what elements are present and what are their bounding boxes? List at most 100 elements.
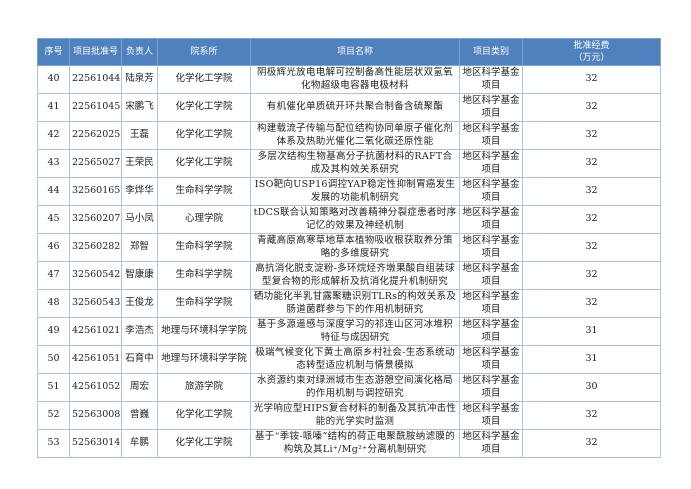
header-fee-line1: 批准经费 [573, 40, 610, 51]
cell-dept: 地理与环境科学学院 [157, 317, 251, 346]
table-row: 49 42561021 李浩杰 地理与环境科学学院 基于多源遥感与深度学习的祁连山区河冰… [37, 317, 661, 346]
cell-id: 32560542 [69, 261, 122, 290]
cell-type: 地区科学基金项目 [459, 233, 523, 262]
header-name: 项目名称 [250, 38, 460, 66]
header-type: 项目类别 [459, 38, 523, 66]
cell-pi: 石育中 [121, 345, 158, 374]
cell-no: 43 [37, 149, 70, 178]
cell-pi: 王俊龙 [121, 289, 158, 318]
cell-dept: 化学化工学院 [157, 149, 251, 178]
header-fee: 批准经费 （万元） [522, 38, 661, 66]
cell-type: 地区科学基金项目 [459, 373, 523, 402]
cell-no: 48 [37, 289, 70, 318]
cell-id: 32560165 [69, 177, 122, 206]
cell-fee: 31 [522, 345, 661, 374]
cell-no: 49 [37, 317, 70, 346]
cell-pi: 李浩杰 [121, 317, 158, 346]
cell-pi: 陆泉芳 [121, 65, 158, 94]
table-row: 44 32560165 李烨华 生命科学学院 ISO靶向USP16调控YAP稳定性抑制胃… [37, 177, 661, 206]
cell-pi: 马小凤 [121, 205, 158, 234]
cell-id: 32560207 [69, 205, 122, 234]
cell-no: 46 [37, 233, 70, 262]
table-row: 40 22561044 陆泉芳 化学化工学院 阴极辉光放电电解可控制备高性能层状双氢氧化… [37, 65, 661, 94]
cell-fee: 32 [522, 65, 661, 94]
cell-fee: 32 [522, 233, 661, 262]
cell-type: 地区科学基金项目 [459, 401, 523, 430]
cell-type: 地区科学基金项目 [459, 345, 523, 374]
cell-no: 44 [37, 177, 70, 206]
cell-id: 22565027 [69, 149, 122, 178]
cell-fee: 32 [522, 177, 661, 206]
cell-name: 青藏高原高寒草地草本植物吸收根获取养分策略的多维度研究 [250, 233, 460, 262]
cell-fee: 32 [522, 205, 661, 234]
cell-dept: 化学化工学院 [157, 65, 251, 94]
cell-id: 22561045 [69, 93, 122, 122]
header-id: 项目批准号 [69, 38, 122, 66]
cell-type: 地区科学基金项目 [459, 261, 523, 290]
table-row: 41 22561045 宋鹏飞 化学化工学院 有机催化单质硫开环共聚合制备含硫聚酯 地区科… [37, 93, 661, 122]
cell-pi: 王磊 [121, 121, 158, 150]
table-row: 47 32560542 智康康 生命科学学院 高抗消化脱支淀粉-多环烷烃齐墩果酸自组装球… [37, 261, 661, 290]
cell-id: 52563008 [69, 401, 122, 430]
cell-name: 高抗消化脱支淀粉-多环烷烃齐墩果酸自组装球型复合物的形成解析及抗消化提升机制研究 [250, 261, 460, 290]
cell-pi: 智康康 [121, 261, 158, 290]
cell-type: 地区科学基金项目 [459, 205, 523, 234]
table-row: 46 32560282 郑智 生命科学学院 青藏高原高寒草地草本植物吸收根获取养分策略的… [37, 233, 661, 262]
cell-pi: 李烨华 [121, 177, 158, 206]
cell-dept: 生命科学学院 [157, 289, 251, 318]
cell-dept: 生命科学学院 [157, 233, 251, 262]
cell-no: 50 [37, 345, 70, 374]
cell-pi: 王荣民 [121, 149, 158, 178]
cell-fee: 32 [522, 93, 661, 122]
cell-fee: 32 [522, 261, 661, 290]
cell-type: 地区科学基金项目 [459, 429, 523, 458]
cell-name: 多层次结构生物基高分子抗菌材料的RAFT合成及其构效关系研究 [250, 149, 460, 178]
cell-fee: 32 [522, 121, 661, 150]
table-row: 45 32560207 马小凤 心理学院 tDCS联合认知策略对改善精神分裂症患者时序记… [37, 205, 661, 234]
project-table: 序号 项目批准号 负责人 院系所 项目名称 项目类别 批准经费 （万元） 40 22… [37, 38, 661, 458]
header-fee-line2: （万元） [573, 53, 610, 63]
cell-pi: 宋鹏飞 [121, 93, 158, 122]
table-row: 53 52563014 牟鹏 化学化工学院 基于“季铵-哌嗪”结构的荷正电聚酰胺纳滤膜的… [37, 429, 661, 458]
cell-name: 阴极辉光放电电解可控制备高性能层状双氢氧化物超级电容器电极材料 [250, 65, 460, 94]
cell-name: 基于多源遥感与深度学习的祁连山区河冰堆积特征与成因研究 [250, 317, 460, 346]
cell-type: 地区科学基金项目 [459, 93, 523, 122]
cell-name: 有机催化单质硫开环共聚合制备含硫聚酯 [250, 93, 460, 122]
table-row: 43 22565027 王荣民 化学化工学院 多层次结构生物基高分子抗菌材料的RAFT合… [37, 149, 661, 178]
cell-name: 构建载流子传输与配位结构协同单原子催化剂体系及热助光催化二氧化碳还原性能 [250, 121, 460, 150]
cell-no: 51 [37, 373, 70, 402]
cell-id: 22561044 [69, 65, 122, 94]
cell-name: 极端气候变化下黄土高原乡村社会-生态系统动态转型适应机制与情景模拟 [250, 345, 460, 374]
table-row: 51 42561052 周宏 旅游学院 水资源约束对绿洲城市生态游憩空间演化格局的作用机… [37, 373, 661, 402]
cell-name: 水资源约束对绿洲城市生态游憩空间演化格局的作用机制与调控研究 [250, 373, 460, 402]
cell-id: 42561051 [69, 345, 122, 374]
cell-dept: 心理学院 [157, 205, 251, 234]
cell-pi: 郑智 [121, 233, 158, 262]
cell-id: 22562025 [69, 121, 122, 150]
cell-type: 地区科学基金项目 [459, 149, 523, 178]
cell-fee: 32 [522, 401, 661, 430]
cell-type: 地区科学基金项目 [459, 65, 523, 94]
header-dept: 院系所 [157, 38, 251, 66]
cell-id: 32560282 [69, 233, 122, 262]
cell-dept: 地理与环境科学学院 [157, 345, 251, 374]
cell-name: tDCS联合认知策略对改善精神分裂症患者时序记忆的效果及神经机制 [250, 205, 460, 234]
cell-dept: 化学化工学院 [157, 401, 251, 430]
cell-dept: 化学化工学院 [157, 121, 251, 150]
cell-no: 47 [37, 261, 70, 290]
cell-name: ISO靶向USP16调控YAP稳定性抑制胃癌发生发展的功能机制研究 [250, 177, 460, 206]
cell-id: 42561021 [69, 317, 122, 346]
table-row: 50 42561051 石育中 地理与环境科学学院 极端气候变化下黄土高原乡村社会-生态… [37, 345, 661, 374]
cell-fee: 31 [522, 317, 661, 346]
header-row: 序号 项目批准号 负责人 院系所 项目名称 项目类别 批准经费 （万元） [37, 38, 661, 66]
cell-name: 硒功能化半乳甘露聚糖识别TLRs的构效关系及肠道菌群参与下的作用机制研究 [250, 289, 460, 318]
cell-id: 32560543 [69, 289, 122, 318]
cell-pi: 周宏 [121, 373, 158, 402]
cell-type: 地区科学基金项目 [459, 121, 523, 150]
header-no: 序号 [37, 38, 70, 66]
table-row: 52 52563008 曾巍 化学化工学院 光学响应型HIPS复合材料的制备及其抗冲击性… [37, 401, 661, 430]
cell-fee: 32 [522, 149, 661, 178]
cell-no: 52 [37, 401, 70, 430]
cell-dept: 化学化工学院 [157, 93, 251, 122]
cell-dept: 生命科学学院 [157, 177, 251, 206]
